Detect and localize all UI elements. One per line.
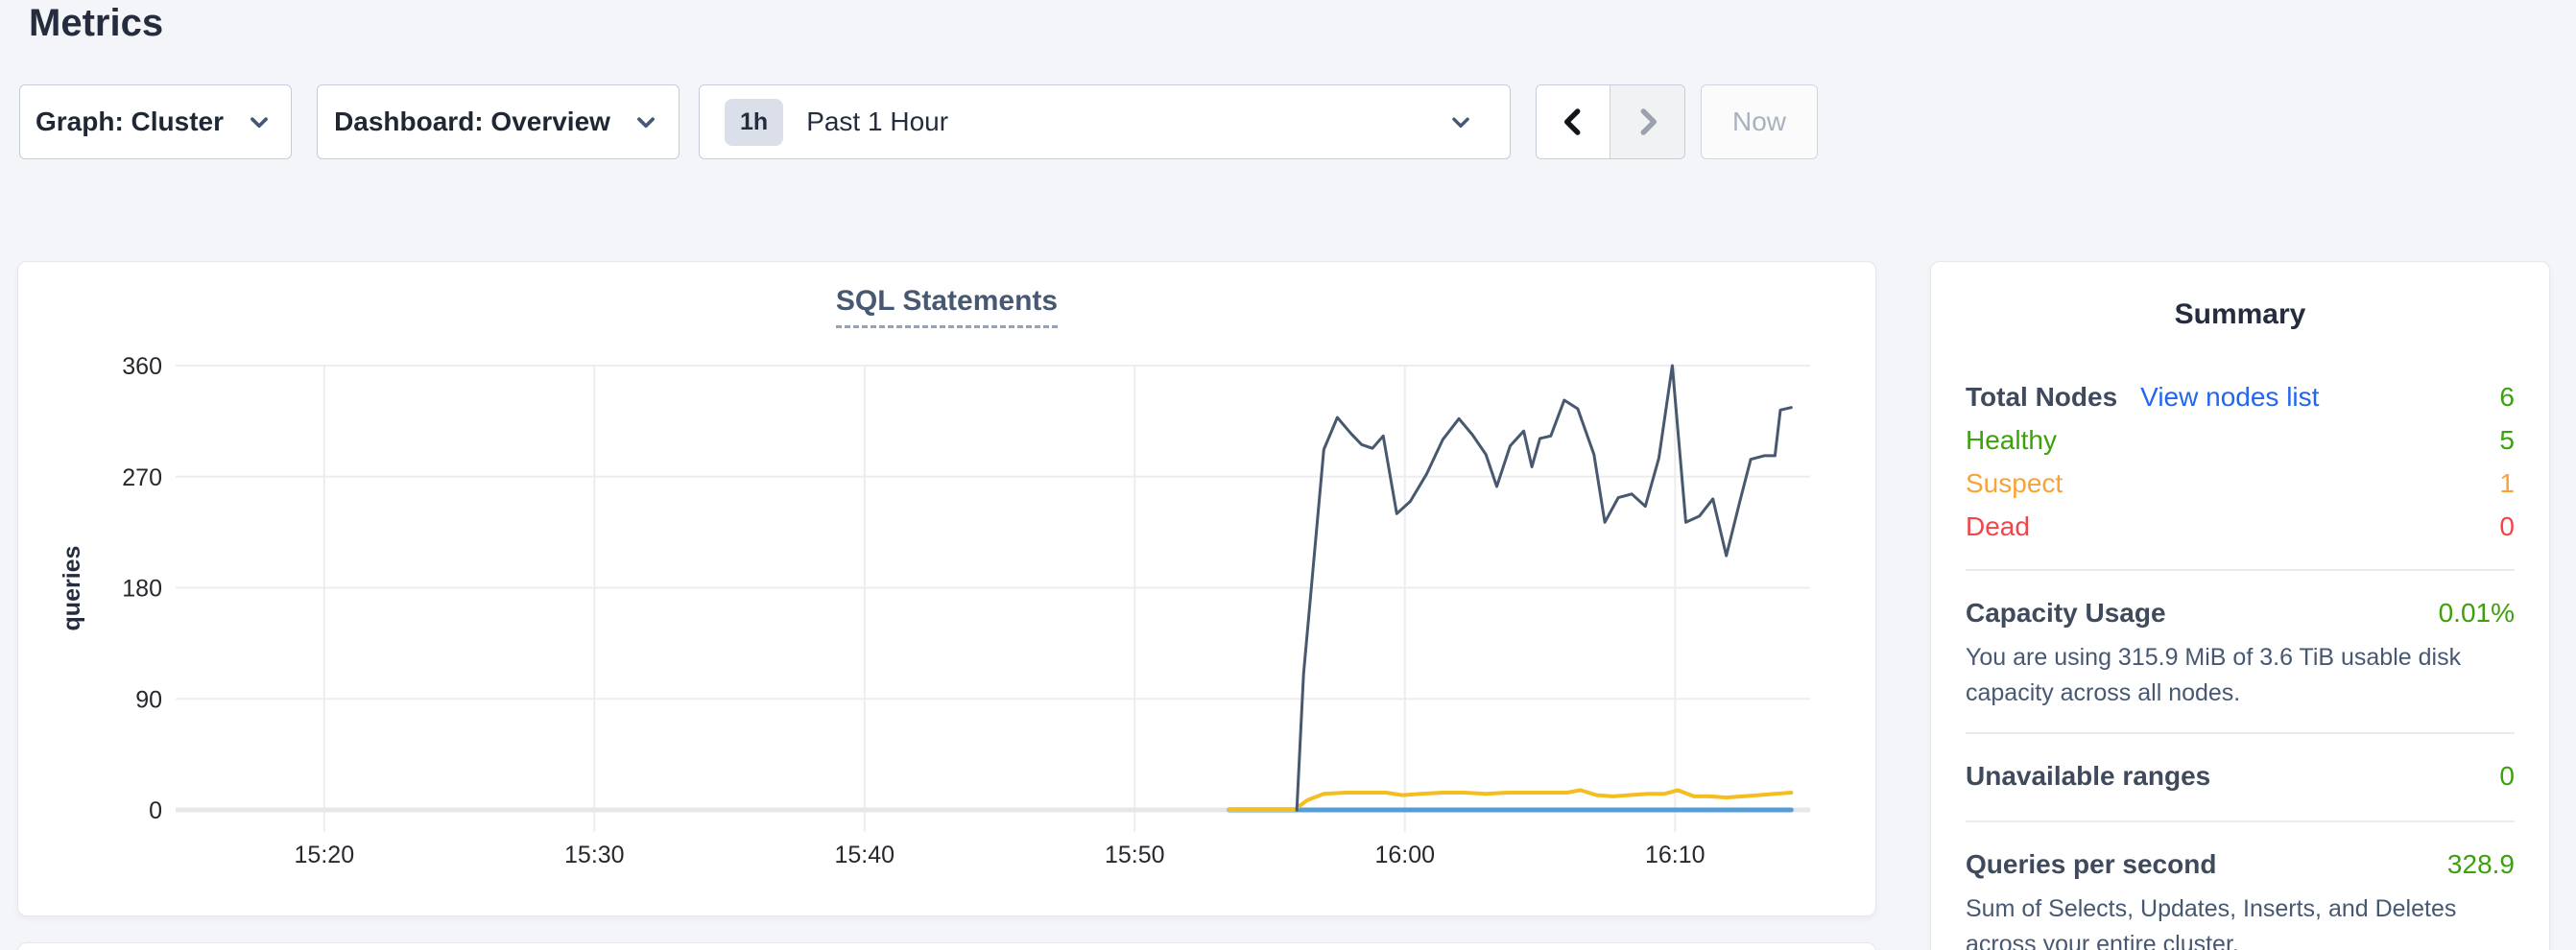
chevron-down-icon	[1452, 117, 1469, 128]
summary-divider	[1966, 569, 2515, 571]
toolbar: Graph: Cluster Dashboard: Overview 1h Pa…	[0, 84, 2576, 159]
series-dark-slate-line	[1295, 364, 1793, 812]
time-range-selector[interactable]: 1h Past 1 Hour	[699, 84, 1511, 159]
queries-per-second-value: 328.9	[2446, 849, 2515, 879]
chevron-down-icon	[250, 117, 268, 129]
dashboard-dropdown[interactable]: Dashboard: Overview	[317, 84, 680, 159]
chevron-right-icon	[1640, 108, 1657, 135]
healthy-value: 5	[2499, 424, 2515, 455]
previous-time-window-button[interactable]	[1537, 85, 1610, 158]
view-nodes-list-link[interactable]: View nodes list	[2140, 381, 2320, 412]
svg-text:0: 0	[149, 797, 162, 824]
chevron-left-icon	[1563, 108, 1581, 135]
svg-text:15:40: 15:40	[835, 842, 895, 868]
time-range-badge: 1h	[725, 98, 784, 146]
next-chart-card	[17, 942, 1876, 950]
capacity-usage-description: You are using 315.9 MiB of 3.6 TiB usabl…	[1966, 644, 2462, 706]
graph-dropdown[interactable]: Graph: Cluster	[19, 84, 292, 159]
unavailable-ranges-label: Unavailable ranges	[1966, 761, 2211, 791]
dead-nodes-row: Dead 0	[1966, 505, 2515, 548]
node-status-rows: Total Nodes View nodes list 6 Healthy 5 …	[1966, 375, 2515, 548]
capacity-usage-section: Capacity Usage 0.01% You are using 315.9…	[1966, 590, 2515, 711]
capacity-usage-label: Capacity Usage	[1966, 598, 2166, 628]
svg-text:15:20: 15:20	[295, 842, 355, 868]
svg-text:15:30: 15:30	[564, 842, 625, 868]
page-title: Metrics	[29, 2, 164, 44]
queries-per-second-section: Queries per second 328.9 Sum of Selects,…	[1966, 842, 2515, 950]
svg-text:16:00: 16:00	[1374, 842, 1435, 868]
total-nodes-value: 6	[2499, 381, 2515, 412]
series-yellow-line	[1227, 788, 1794, 812]
unavailable-ranges-value: 0	[2499, 761, 2515, 791]
total-nodes-row: Total Nodes View nodes list 6	[1966, 375, 2515, 418]
svg-text:90: 90	[135, 686, 162, 713]
now-button[interactable]: Now	[1701, 84, 1818, 159]
dead-value: 0	[2499, 511, 2515, 541]
summary-divider	[1966, 732, 2515, 734]
time-range-label: Past 1 Hour	[806, 107, 949, 136]
svg-text:360: 360	[122, 353, 162, 380]
next-time-window-button[interactable]	[1610, 85, 1684, 158]
summary-panel: Summary Total Nodes View nodes list 6 He…	[1930, 261, 2550, 950]
svg-text:270: 270	[122, 464, 162, 491]
time-step-buttons	[1536, 84, 1685, 159]
suspect-nodes-row: Suspect 1	[1966, 462, 2515, 505]
sql-statements-chart-card: SQL Statements 15:20 15:30 15:40 15:50 16:00…	[17, 261, 1876, 916]
chart-title[interactable]: SQL Statements	[835, 285, 1059, 328]
chevron-down-icon	[637, 117, 655, 129]
summary-title: Summary	[2174, 298, 2306, 330]
suspect-label: Suspect	[1966, 467, 2063, 498]
unavailable-ranges-section: Unavailable ranges 0	[1966, 753, 2515, 799]
sql-statements-plot-area[interactable]: 15:20 15:30 15:40 15:50 16:00 16:10 0 90 180 270 3…	[18, 262, 1877, 917]
summary-divider	[1966, 820, 2515, 822]
suspect-value: 1	[2499, 467, 2515, 498]
capacity-usage-value: 0.01%	[2438, 598, 2515, 628]
dashboard-dropdown-label: Dashboard: Overview	[334, 107, 610, 136]
svg-text:15:50: 15:50	[1105, 842, 1165, 868]
healthy-nodes-row: Healthy 5	[1966, 418, 2515, 462]
graph-dropdown-label: Graph: Cluster	[35, 107, 225, 136]
svg-text:180: 180	[122, 576, 162, 603]
queries-per-second-label: Queries per second	[1966, 849, 2217, 879]
queries-per-second-description: Sum of Selects, Updates, Inserts, and De…	[1966, 895, 2457, 950]
y-axis-label: queries	[59, 546, 85, 631]
healthy-label: Healthy	[1966, 424, 2057, 455]
svg-text:16:10: 16:10	[1645, 842, 1705, 868]
total-nodes-label: Total Nodes	[1966, 381, 2118, 412]
dead-label: Dead	[1966, 511, 2030, 541]
